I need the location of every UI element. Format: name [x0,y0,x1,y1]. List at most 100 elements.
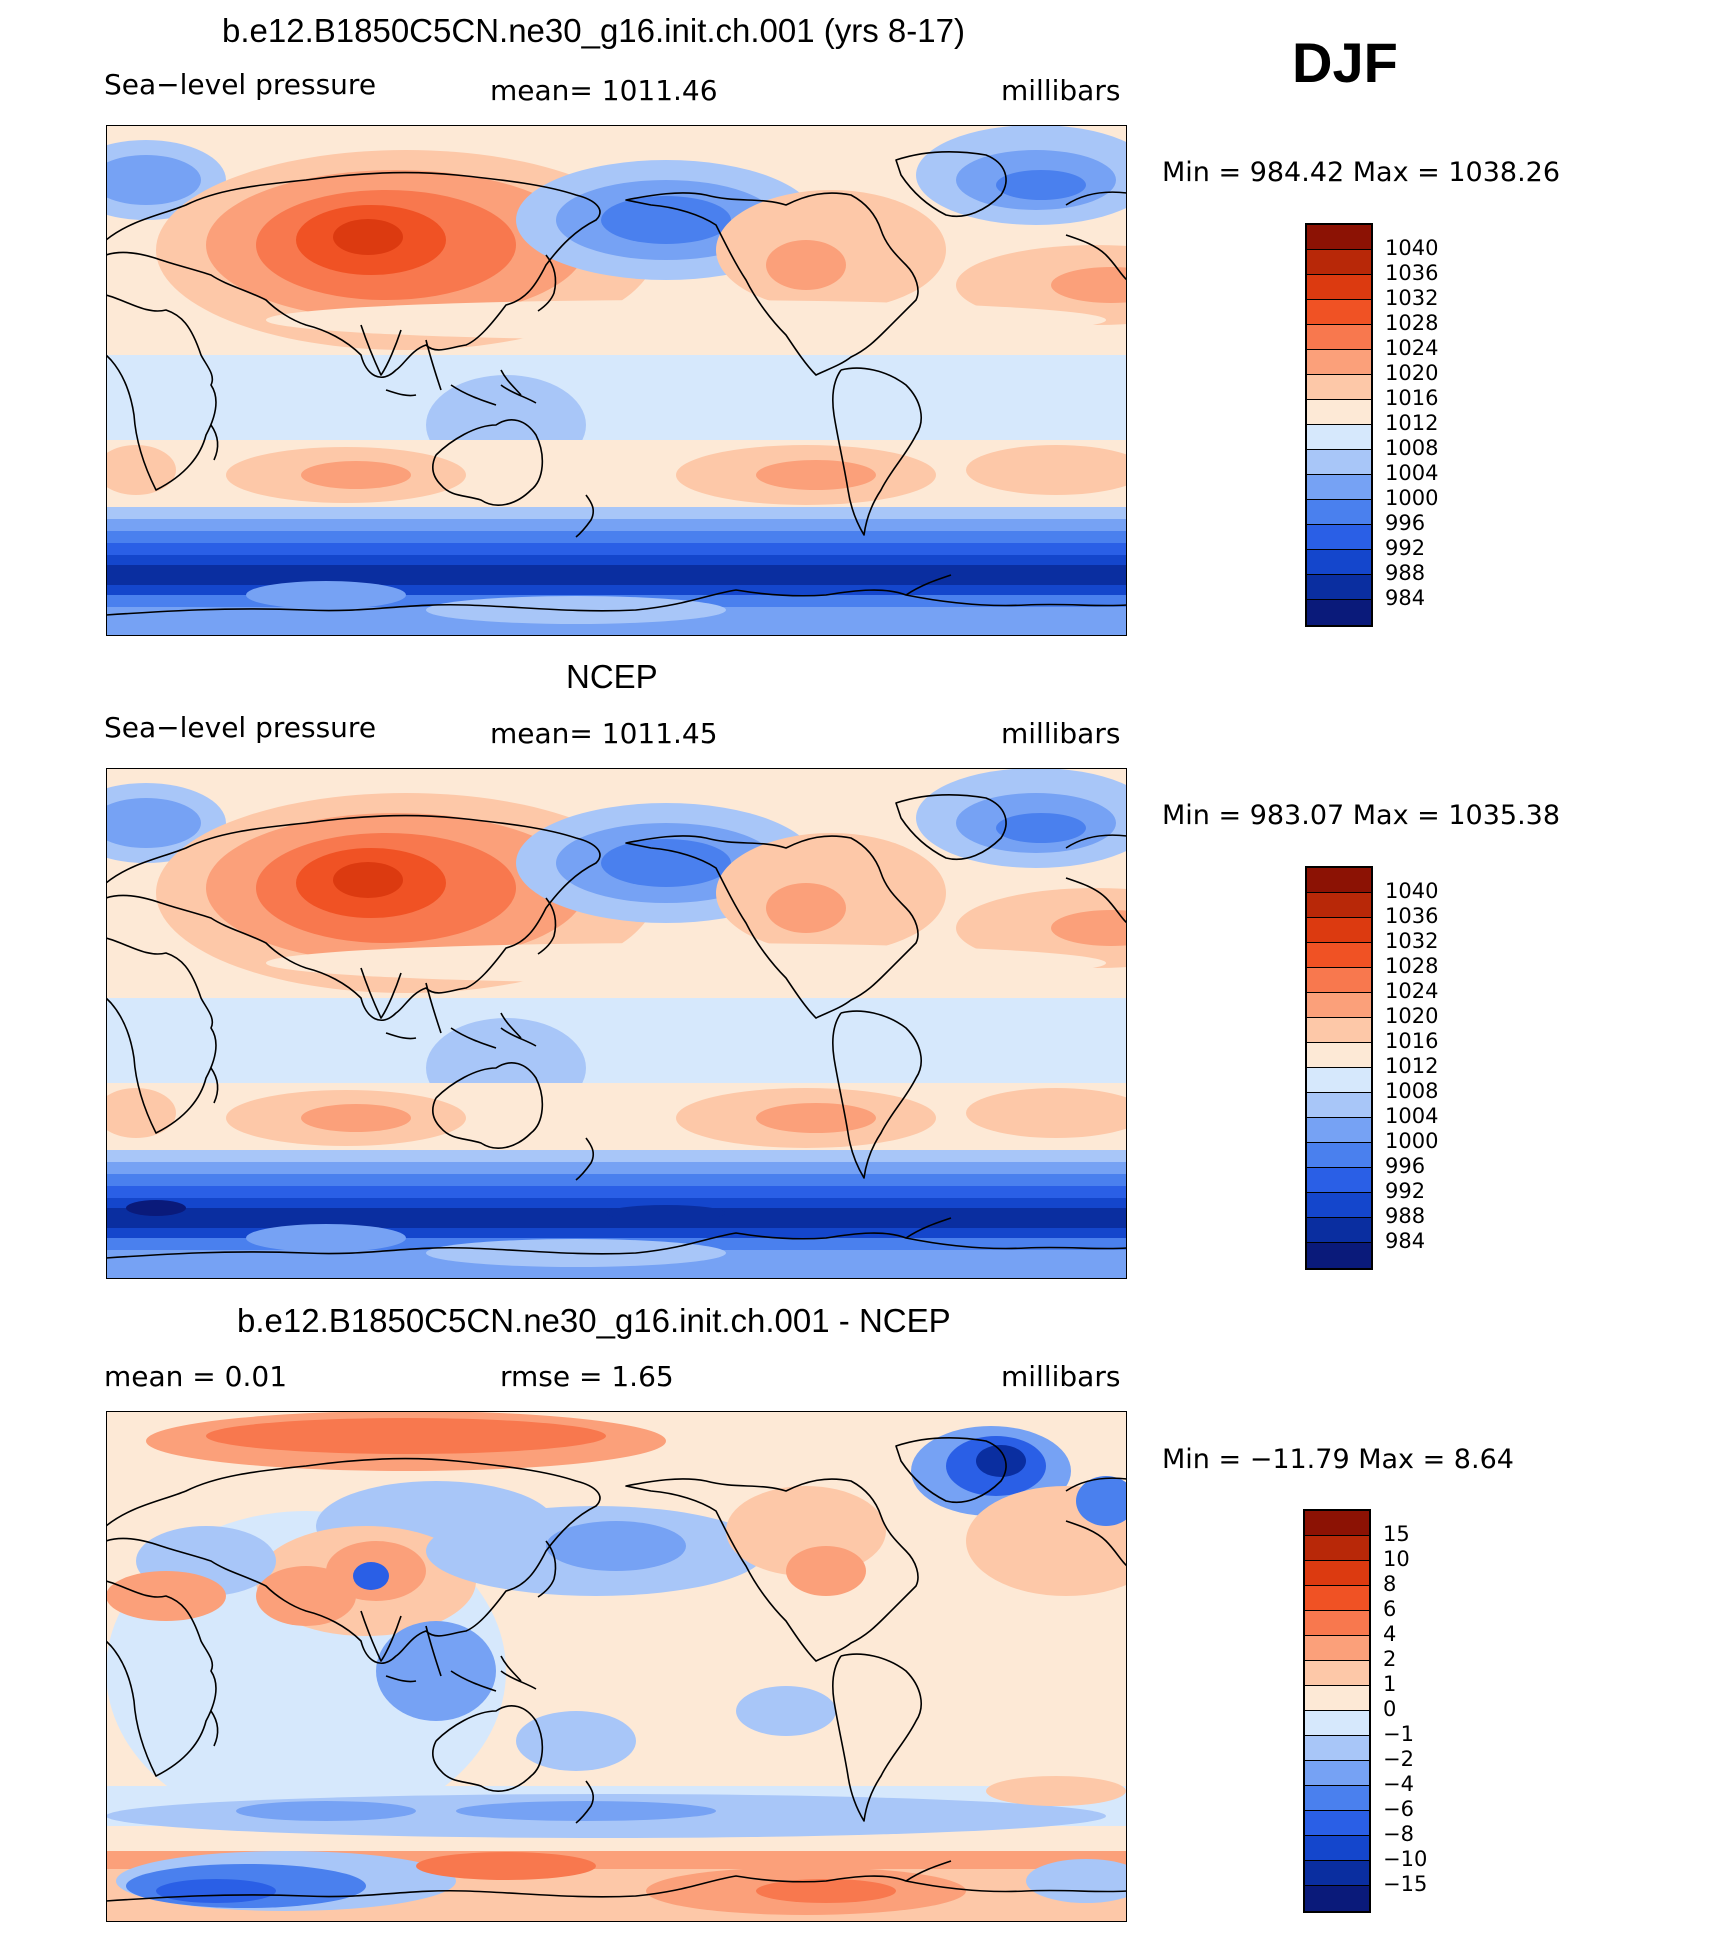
africa-coastline [106,294,217,491]
eurasia-coastline [106,171,601,378]
indonesia-coastline [385,369,522,397]
colorbar-tick-label: −1 [1383,1722,1414,1746]
contour-region [956,245,1127,325]
colorbar-tick-label: 8 [1383,1572,1397,1596]
contour-region [846,1531,1126,1791]
colorbar-swatch [1307,1118,1371,1143]
europe-coastline [1065,834,1127,924]
coastline-layer [106,1436,1127,1902]
panel-1-min-max: Min = 984.42 Max = 1038.26 [1162,157,1561,188]
colorbar-swatch [1307,450,1371,475]
panel-2-min-max: Min = 983.07 Max = 1035.38 [1162,800,1561,831]
contour-region [416,1852,596,1880]
colorbar-tick-label: 1024 [1385,979,1439,1003]
colorbar-swatch [1305,1711,1369,1736]
contour-region [986,1776,1126,1806]
colorbar-swatch [1305,1836,1369,1861]
colorbar-tick-label: 4 [1383,1622,1397,1646]
contour-fill-layer [106,768,1127,1279]
contour-region [106,1088,176,1138]
panel-3-mean: mean = 0.01 [104,1360,288,1393]
colorbar-tick-label: 1004 [1385,1104,1439,1128]
contour-region [956,888,1127,968]
antarctic-peninsula-coastline [905,1217,952,1239]
contour-region [736,1686,836,1736]
colorbar-tick-label: 1040 [1385,879,1439,903]
colorbar-tick-label: 1 [1383,1672,1397,1696]
contour-region [301,1104,411,1132]
colorbar-tick-label: 1028 [1385,311,1439,335]
colorbar-tick-label: 1036 [1385,904,1439,928]
colorbar-tick-label: 1012 [1385,411,1439,435]
north-america-coastline [625,835,919,1019]
panel-3-contour-map [106,1411,1127,1922]
contour-region [266,943,1106,983]
colorbar-tick-label: 996 [1385,511,1426,535]
contour-region [996,170,1086,200]
colorbar-tick-label: 984 [1385,1229,1426,1253]
colorbar-tick-label: 2 [1383,1647,1397,1671]
colorbar-tick-label: 1016 [1385,1029,1439,1053]
contour-region [966,1088,1127,1138]
colorbar-swatch [1305,1761,1369,1786]
colorbar-tick-label: 992 [1385,536,1426,560]
panel-2-variable-label: Sea−level pressure [104,711,377,744]
colorbar-swatch [1307,868,1371,893]
colorbar-swatch [1305,1786,1369,1811]
new-zealand-coastline [575,1780,594,1824]
colorbar-tick-label: 1012 [1385,1054,1439,1078]
colorbar-swatch [1307,425,1371,450]
contour-region [246,581,406,609]
colorbar-tick-label: −4 [1383,1772,1414,1796]
australia-coastline [431,419,544,506]
contour-region [766,240,846,290]
new-zealand-coastline [575,1137,594,1181]
colorbar-swatch [1307,968,1371,993]
contour-region [756,460,876,490]
contour-band [106,1208,1127,1228]
colorbar-tick-label: 996 [1385,1154,1426,1178]
eurasia-coastline [106,814,601,1021]
colorbar-swatch [1307,275,1371,300]
colorbar-swatch [1307,550,1371,575]
colorbar-swatch [1305,1861,1369,1886]
contour-region [966,445,1127,495]
panel-2-colorbar [1305,866,1373,1270]
colorbar-swatch [1307,1143,1371,1168]
contour-region [786,1546,866,1596]
colorbar-swatch [1307,1093,1371,1118]
contour-region [601,839,731,887]
europe-coastline [1065,191,1127,281]
se-asia-coastline [425,982,537,1049]
contour-region [333,862,403,898]
colorbar-swatch [1307,1218,1371,1243]
colorbar-tick-label: 15 [1383,1522,1410,1546]
colorbar-swatch [1305,1686,1369,1711]
panel-2-mean: mean= 1011.45 [490,717,718,750]
colorbar-swatch [1307,325,1371,350]
colorbar-swatch [1307,943,1371,968]
contour-region [456,1801,716,1821]
panel-3-colorbar [1303,1509,1371,1913]
colorbar-tick-label: 0 [1383,1697,1397,1721]
colorbar-swatch [1307,500,1371,525]
contour-region [256,1566,356,1626]
panel-2-units: millibars [1001,717,1121,750]
contour-region [206,1418,606,1454]
colorbar-swatch [1307,1018,1371,1043]
contour-band [106,519,1127,531]
contour-region [606,1205,726,1221]
colorbar-swatch [1307,1243,1371,1268]
antarctic-peninsula-coastline [905,574,952,596]
contour-region [353,1562,389,1590]
colorbar-swatch [1307,375,1371,400]
colorbar-swatch [1307,893,1371,918]
colorbar-tick-label: 984 [1385,586,1426,610]
colorbar-swatch [1307,250,1371,275]
colorbar-swatch [1307,225,1371,250]
colorbar-tick-label: 1008 [1385,1079,1439,1103]
contour-region [333,219,403,255]
colorbar-tick-label: 1020 [1385,361,1439,385]
antarctica-coastline [106,589,1127,616]
colorbar-swatch [1307,993,1371,1018]
